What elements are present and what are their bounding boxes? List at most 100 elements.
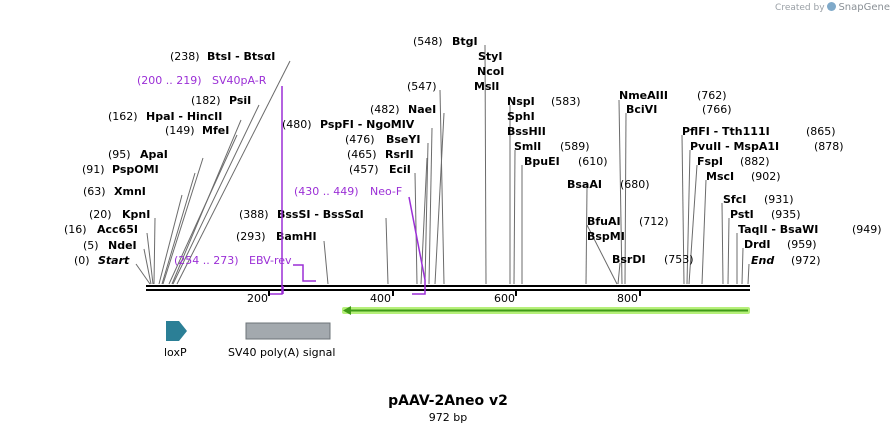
- site-position: (149): [165, 124, 195, 137]
- site-styi[interactable]: StyI: [478, 50, 502, 63]
- site-bamhi[interactable]: (293) BamHI: [236, 230, 317, 243]
- site-drdi[interactable]: (959) DrdI: [744, 238, 817, 251]
- site-position: (465): [347, 148, 377, 161]
- site-sfci[interactable]: (931) SfcI: [723, 193, 794, 206]
- site-name: MfeI: [202, 124, 229, 137]
- site-position: (5): [83, 239, 99, 252]
- site-name: XmnI: [114, 185, 146, 198]
- site-connector: [171, 119, 242, 285]
- site-connector: [162, 157, 204, 285]
- primer-sv40pa-r[interactable]: (200 .. 219) SV40pA-R: [137, 74, 284, 295]
- site-name: PstI: [730, 208, 754, 221]
- site-psii[interactable]: (182) PsiI: [191, 94, 251, 107]
- site-name: KpnI: [122, 208, 150, 221]
- site-bfuai[interactable]: (712) BfuAI: [587, 215, 669, 228]
- site-bpuei[interactable]: (610) BpuEI: [524, 155, 608, 168]
- site-kpni[interactable]: (20) KpnI: [89, 208, 150, 221]
- site-position: (476): [345, 133, 375, 146]
- site-name: NaeI: [408, 103, 436, 116]
- primer-range: (200 .. 219): [137, 74, 202, 87]
- site-connector: [414, 172, 418, 285]
- site-name: PspFI - NgoMIV: [320, 118, 415, 131]
- loxp-arrow-icon: [166, 321, 187, 341]
- site-hpai-hincii[interactable]: (162) HpaI - HincII: [108, 110, 222, 123]
- site-connector-lines: [135, 44, 750, 285]
- primer-neo-f[interactable]: (430 .. 449) Neo-F: [294, 185, 426, 295]
- site-connector: [688, 164, 698, 285]
- site-nspi[interactable]: (583) NspI: [507, 95, 581, 108]
- site-name: BfuAI: [587, 215, 621, 228]
- site-rsrii[interactable]: (465) RsrII: [347, 148, 414, 161]
- ruler-tick: [515, 291, 517, 296]
- primer-name: Neo-F: [370, 185, 402, 198]
- primer-ebv-rev[interactable]: (254 .. 273) EBV-rev: [174, 254, 316, 282]
- site-naei[interactable]: (482) NaeI: [370, 103, 436, 116]
- site-pvuii-mspa1i[interactable]: (878) PvuII - MspA1I: [690, 140, 844, 153]
- site-ndei[interactable]: (5) NdeI: [83, 239, 137, 252]
- site-position: (680): [620, 178, 650, 191]
- site-bcivi[interactable]: (766) BciVI: [626, 103, 732, 116]
- feature-label: loxP: [164, 346, 187, 359]
- site-mfei[interactable]: (149) MfeI: [165, 124, 229, 137]
- site-position: (949): [852, 223, 882, 236]
- site-btgi[interactable]: (548) BtgI: [413, 35, 478, 48]
- primer-range: (254 .. 273): [174, 254, 239, 267]
- site-smli[interactable]: (589) SmlI: [514, 140, 590, 153]
- ruler-tick: [392, 291, 394, 296]
- site-bseyi[interactable]: (476) BseYI: [345, 133, 420, 146]
- site-pflfi-tth111i[interactable]: (865) PflFI - Tth111I: [682, 125, 836, 138]
- site-ncoi[interactable]: NcoI: [477, 65, 504, 78]
- feature-sv40-polya[interactable]: SV40 poly(A) signal: [228, 322, 335, 359]
- feature-neo-fragment[interactable]: [342, 306, 750, 315]
- site-position: (589): [560, 140, 590, 153]
- ruler-label: 200: [247, 292, 268, 305]
- neo-arrowhead-icon: [343, 306, 351, 315]
- site-name: Start: [98, 254, 130, 267]
- ruler-tick: [639, 291, 641, 296]
- site-acc65i[interactable]: (16) Acc65I: [64, 223, 138, 236]
- site-apai[interactable]: (95) ApaI: [108, 148, 168, 161]
- site-start[interactable]: (0) Start: [74, 254, 130, 267]
- site-connector: [586, 224, 618, 285]
- ruler-label: 600: [494, 292, 515, 305]
- site-pspomi[interactable]: (91) PspOMI: [82, 163, 159, 176]
- site-bsshii[interactable]: BssHII: [507, 125, 546, 138]
- primer-range: (430 .. 449): [294, 185, 359, 198]
- site-nmeaiii[interactable]: (762) NmeAIII: [619, 89, 727, 102]
- site-connector: [618, 99, 623, 285]
- site-name: FspI: [697, 155, 723, 168]
- site-position: (457): [349, 163, 379, 176]
- site-name: End: [751, 254, 774, 267]
- site-btsi-bts-i[interactable]: (238) BtsI - BtsαI: [170, 50, 275, 63]
- primers: (200 .. 219) SV40pA-R (254 .. 273) EBV-r…: [137, 74, 426, 295]
- site-connector: [617, 262, 621, 285]
- polya-box: [245, 322, 331, 340]
- site-sphi[interactable]: SphI: [507, 110, 535, 123]
- ruler: 200 400 600 800: [247, 291, 641, 305]
- feature-loxp[interactable]: loxP: [164, 321, 187, 359]
- site-xmni[interactable]: (63) XmnI: [83, 185, 146, 198]
- primer-name: EBV-rev: [249, 254, 292, 267]
- site-bsaai[interactable]: (680) BsaAI: [567, 178, 650, 191]
- site-name: PsiI: [229, 94, 251, 107]
- site-connector: [585, 187, 588, 285]
- site-fspi[interactable]: (882) FspI: [697, 155, 770, 168]
- site-ecii[interactable]: (457) EciI: [349, 163, 411, 176]
- site-connector: [146, 232, 154, 285]
- site-position: (762): [697, 89, 727, 102]
- site-position: (182): [191, 94, 221, 107]
- site-psti[interactable]: (935) PstI: [730, 208, 801, 221]
- site-bsssi-bsss-i[interactable]: (388) BssSI - BssSαI: [239, 208, 364, 221]
- site-position: (0): [74, 254, 90, 267]
- site-pspfi-ngomiv[interactable]: (480) PspFI - NgoMIV: [282, 118, 415, 131]
- site-msci[interactable]: (902) MscI: [706, 170, 781, 183]
- site-name: SmlI: [514, 140, 541, 153]
- site-name: TaqII - BsaWI: [738, 223, 818, 236]
- site-bspmi[interactable]: BspMI: [587, 230, 625, 243]
- site-name: BsrDI: [612, 253, 646, 266]
- site-taqii-bsawi[interactable]: (949) TaqII - BsaWI: [738, 223, 882, 236]
- site-end[interactable]: (972) End: [751, 254, 821, 267]
- site-msli[interactable]: (547) MslI: [407, 80, 499, 93]
- site-bsrdi[interactable]: (753) BsrDI: [612, 253, 694, 266]
- snapgene-credit: Created by SnapGene: [775, 2, 890, 13]
